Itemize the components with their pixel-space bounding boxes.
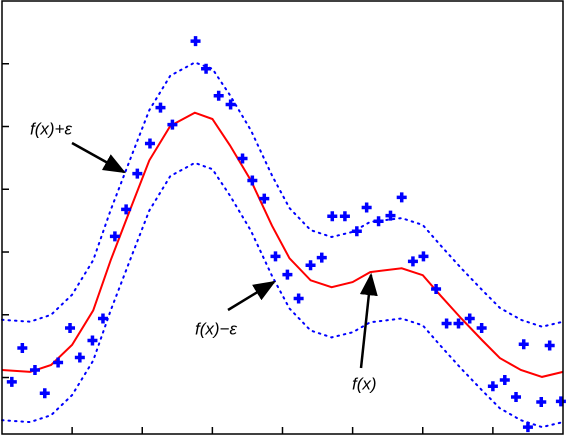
- data-point: [499, 375, 510, 386]
- annotation-arrow: [359, 272, 378, 369]
- data-point: [536, 396, 547, 407]
- data-point: [237, 153, 248, 164]
- data-point: [476, 322, 487, 333]
- data-point: [97, 313, 108, 324]
- data-point: [305, 260, 316, 271]
- data-point: [385, 210, 396, 221]
- data-point: [282, 269, 293, 280]
- data-point: [87, 335, 98, 346]
- data-point: [201, 63, 212, 74]
- data-point: [132, 168, 143, 179]
- data-point: [74, 352, 85, 363]
- annotation-arrow: [227, 280, 276, 312]
- data-point: [109, 231, 120, 242]
- data-point: [213, 90, 224, 101]
- annotation-label: f(x)+ε: [30, 119, 72, 138]
- data-point: [17, 343, 28, 354]
- data-point: [190, 36, 201, 47]
- data-point: [247, 175, 258, 186]
- annotation-label: f(x)−ε: [195, 319, 237, 338]
- data-point: [53, 357, 64, 368]
- data-point: [555, 396, 566, 407]
- tube-line: [1, 61, 564, 328]
- data-point: [293, 293, 304, 304]
- data-point: [225, 99, 236, 110]
- data-point: [511, 391, 522, 402]
- data-point: [259, 193, 270, 204]
- data-point: [29, 364, 40, 375]
- data-point: [522, 422, 533, 433]
- data-point: [407, 256, 418, 267]
- data-point: [39, 388, 50, 399]
- annotation-arrow: [71, 141, 126, 174]
- data-point: [418, 251, 429, 262]
- annotation-label: f(x): [352, 374, 377, 393]
- data-point: [441, 318, 452, 329]
- data-point: [144, 138, 155, 149]
- data-point: [453, 318, 464, 329]
- data-point: [339, 211, 350, 222]
- data-point: [316, 252, 327, 263]
- data-point: [361, 202, 372, 213]
- data-point: [6, 376, 17, 387]
- data-point: [121, 204, 132, 215]
- data-point: [464, 313, 475, 324]
- function-line: [1, 111, 564, 378]
- tube-line: [1, 161, 564, 429]
- data-point: [373, 216, 384, 227]
- data-point: [270, 251, 281, 262]
- data-point: [544, 340, 555, 351]
- data-point: [518, 339, 529, 350]
- data-point: [431, 284, 442, 295]
- data-point: [396, 192, 407, 203]
- data-point: [155, 102, 166, 113]
- data-point: [351, 226, 362, 237]
- data-point: [327, 211, 338, 222]
- data-point: [167, 119, 178, 130]
- data-point: [487, 381, 498, 392]
- data-point: [65, 322, 76, 333]
